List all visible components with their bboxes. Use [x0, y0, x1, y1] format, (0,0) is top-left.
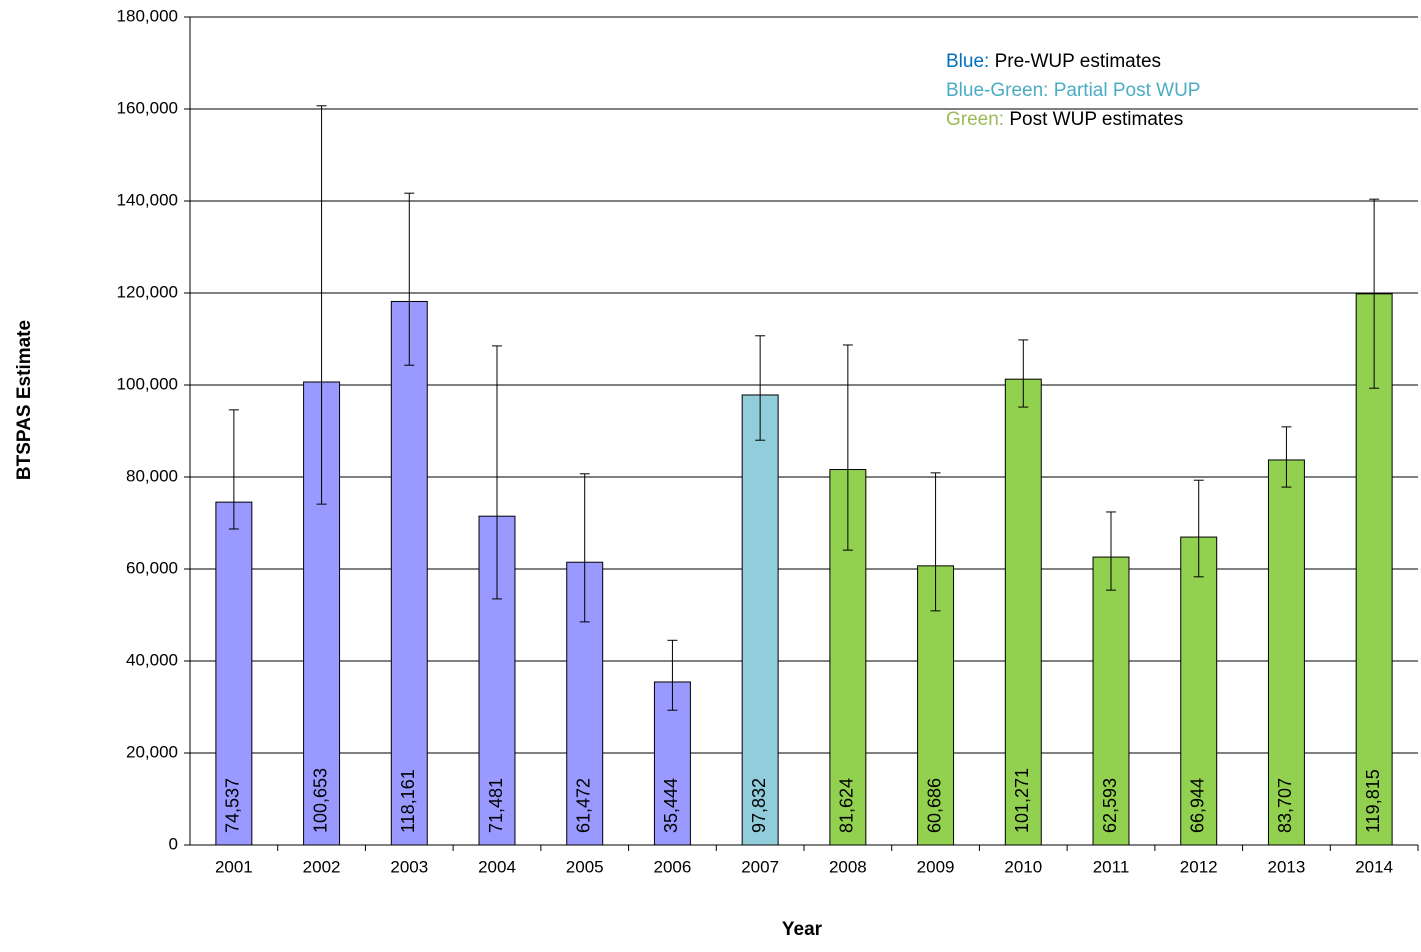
value-label: 119,815 [1363, 769, 1383, 833]
value-label: 61,472 [573, 778, 593, 833]
legend-text: Pre-WUP estimates [995, 51, 1161, 72]
x-tick-label: 2012 [1180, 857, 1218, 876]
x-tick-label: 2009 [917, 857, 955, 876]
value-label: 97,832 [749, 778, 769, 833]
value-label: 100,653 [310, 768, 330, 833]
value-label: 62,593 [1100, 778, 1120, 833]
legend-note: Green: Post WUP estimates [946, 109, 1183, 130]
legend-note: Blue-Green: Partial Post WUP [946, 80, 1200, 101]
x-tick-label: 2006 [654, 857, 692, 876]
legend-text: Post WUP estimates [1009, 109, 1183, 130]
y-tick-label: 160,000 [117, 98, 178, 117]
x-tick-label: 2001 [215, 857, 253, 876]
y-tick-label: 180,000 [117, 6, 178, 25]
value-label: 118,161 [398, 769, 418, 833]
bar [741, 394, 779, 846]
value-label: 83,707 [1275, 778, 1295, 833]
legend-key: Blue-Green: Partial Post WUP [946, 80, 1200, 101]
bar [917, 565, 955, 846]
value-label: 60,686 [924, 778, 944, 833]
value-label: 66,944 [1187, 778, 1207, 833]
y-axis-title: BTSPAS Estimate [14, 320, 35, 480]
y-tick-label: 20,000 [126, 742, 178, 761]
y-tick-label: 120,000 [117, 282, 178, 301]
value-label: 74,537 [223, 778, 243, 833]
x-tick-label: 2011 [1093, 857, 1130, 876]
x-tick-label: 2010 [1004, 857, 1042, 876]
x-tick-label: 2008 [829, 857, 867, 876]
value-label: 35,444 [661, 778, 681, 833]
legend-note: Blue: Pre-WUP estimates [946, 51, 1161, 72]
bar [1004, 378, 1042, 846]
legend-key: Green: [946, 109, 1004, 130]
x-tick-label: 2005 [566, 857, 604, 876]
y-tick-label: 80,000 [126, 466, 178, 485]
x-axis-title: Year [782, 919, 823, 940]
y-tick-label: 0 [169, 834, 178, 853]
x-tick-label: 2002 [303, 857, 341, 876]
x-tick-label: 2003 [390, 857, 428, 876]
x-tick-label: 2007 [741, 857, 779, 876]
value-label: 81,624 [837, 778, 857, 833]
y-tick-label: 100,000 [117, 374, 178, 393]
value-label: 71,481 [486, 778, 506, 833]
x-tick-label: 2013 [1268, 857, 1306, 876]
y-tick-label: 60,000 [126, 558, 178, 577]
x-tick-label: 2004 [478, 857, 516, 876]
x-tick-label: 2014 [1355, 857, 1393, 876]
value-label: 101,271 [1012, 768, 1032, 833]
bar [390, 300, 428, 846]
bar [215, 501, 253, 846]
y-tick-label: 40,000 [126, 650, 178, 669]
bar [1267, 459, 1305, 846]
legend-key: Blue: [946, 51, 989, 72]
y-tick-label: 140,000 [117, 190, 178, 209]
